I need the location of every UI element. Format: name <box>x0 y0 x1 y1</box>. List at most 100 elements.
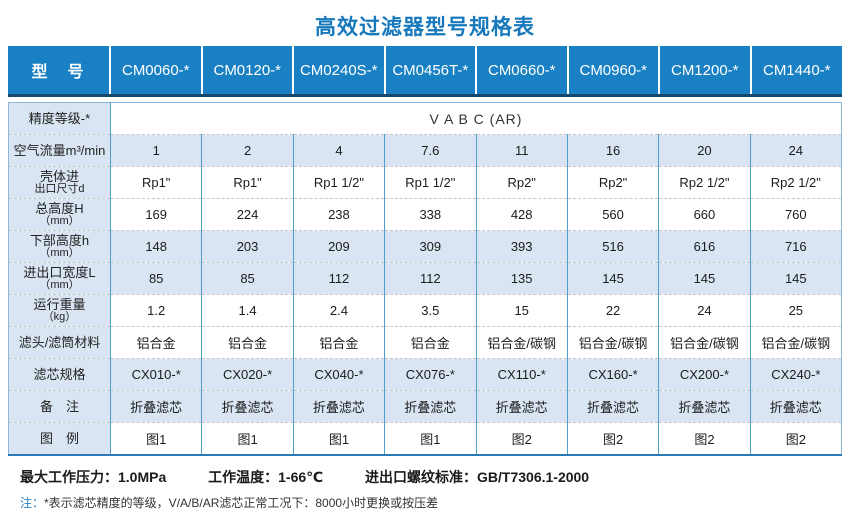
value-cell: 24 <box>658 294 751 327</box>
row-label: 图 例 <box>8 422 111 455</box>
value-cell: 铝合金 <box>384 326 476 359</box>
spec-row-material: 滤头/滤筒材料 铝合金 铝合金 铝合金 铝合金 铝合金/碳钢 铝合金/碳钢 铝合金/碳钢 铝合金… <box>8 326 842 359</box>
row-label-line: （kg） <box>42 311 77 323</box>
value-cell: 铝合金/碳钢 <box>566 326 659 359</box>
value-cell: 169 <box>109 198 202 231</box>
spec-row-remark: 备 注折叠滤芯 折叠滤芯 折叠滤芯 折叠滤芯 折叠滤芯 折叠滤芯 折叠滤芯 折叠滤芯 <box>8 390 842 423</box>
value-cell: CX076-* <box>384 358 476 391</box>
value-cell: 112 <box>384 262 476 295</box>
value-cell: 折叠滤芯 <box>292 390 385 423</box>
row-label-line: 壳体进 <box>39 169 79 184</box>
footnote: 注：*表示滤芯精度的等级，V/A/B/AR滤芯正常工况下：8000小时更换或按压… <box>20 494 850 511</box>
value-cell: 7.6 <box>384 134 476 167</box>
row-label: 下部高度h （mm） <box>8 230 111 263</box>
spec-row-lower-height: 下部高度h （mm） 148 203 209 309 393 516 616 716 <box>8 230 842 263</box>
value-cell: 203 <box>201 230 294 263</box>
spec-row-port-size: 壳体进 出口尺寸d Rp1" Rp1" Rp1 1/2" Rp1 1/2" Rp2" Rp2"… <box>8 166 842 199</box>
value-cell: 24 <box>749 134 842 167</box>
value-cell: 2.4 <box>292 294 385 327</box>
row-label-line: 出口尺寸d <box>34 183 85 195</box>
value-cell: 760 <box>749 198 842 231</box>
footnote-prefix: 注： <box>20 496 45 510</box>
value-cell: 85 <box>201 262 294 295</box>
value-cell: 图2 <box>566 422 659 455</box>
row-label-line: 进出口宽度L <box>23 265 96 280</box>
value-cell: 616 <box>658 230 751 263</box>
thread-standard: 进出口螺纹标准：GB/T7306.1-2000 <box>365 469 589 485</box>
value-cell: CX200-* <box>658 358 751 391</box>
value-cell: 309 <box>384 230 476 263</box>
value-cell: 图1 <box>292 422 385 455</box>
value-cell: 折叠滤芯 <box>658 390 751 423</box>
row-label-line: （mm） <box>39 247 80 259</box>
value-cell: 折叠滤芯 <box>384 390 476 423</box>
model-header-row: 型 号 CM0060-* CM0120-* CM0240S-* CM0456T-* CM0… <box>8 46 842 94</box>
thread-standard-label: 进出口螺纹标准： <box>365 469 478 485</box>
value-cell: Rp1" <box>109 166 202 199</box>
row-label: 壳体进 出口尺寸d <box>8 166 111 199</box>
row-label-line: 空气流量m³/min <box>13 143 106 158</box>
value-cell: 22 <box>566 294 659 327</box>
row-label-line: 运行重量 <box>33 297 86 312</box>
row-label: 空气流量m³/min <box>8 134 111 167</box>
model-column-header: CM1200-* <box>658 46 751 94</box>
spec-table-header-wrap: 型 号 CM0060-* CM0120-* CM0240S-* CM0456T-* CM0… <box>8 46 842 94</box>
value-cell: 428 <box>475 198 568 231</box>
row-label-line: （mm） <box>39 215 80 227</box>
row-label: 运行重量 （kg） <box>8 294 111 327</box>
value-cell: 11 <box>475 134 568 167</box>
value-cell: CX110-* <box>475 358 568 391</box>
spec-row-figure: 图 例图1 图1 图1 图1 图2 图2 图2 图2 <box>8 422 842 455</box>
value-cell: Rp2" <box>475 166 568 199</box>
row-label-line: 总高度H <box>35 201 84 216</box>
value-cell: Rp2 1/2" <box>658 166 751 199</box>
value-cell: 224 <box>201 198 294 231</box>
value-cell: 4 <box>292 134 385 167</box>
value-cell: Rp1" <box>201 166 294 199</box>
row-label: 总高度H （mm） <box>8 198 111 231</box>
spec-row-total-height: 总高度H （mm） 169 224 238 338 428 560 660 760 <box>8 198 842 231</box>
value-cell: 112 <box>292 262 385 295</box>
model-column-header: CM0240S-* <box>292 46 385 94</box>
spec-row-precision-grade: 精度等级-* V A B C (AR) <box>8 102 842 135</box>
value-cell: 3.5 <box>384 294 476 327</box>
value-cell: 铝合金 <box>109 326 202 359</box>
value-cell: 图2 <box>475 422 568 455</box>
row-label-line: 下部高度h <box>29 233 90 248</box>
value-cell: Rp1 1/2" <box>384 166 476 199</box>
value-cell: 图1 <box>109 422 202 455</box>
footnote-text: *表示滤芯精度的等级，V/A/B/AR滤芯正常工况下：8000小时更换或按压差 <box>44 496 439 510</box>
working-temp: 工作温度：1-66℃ <box>208 469 323 485</box>
value-cell: 铝合金 <box>201 326 294 359</box>
row-label-line: 滤芯规格 <box>33 367 86 382</box>
value-cell: Rp2 1/2" <box>749 166 842 199</box>
value-cell: 393 <box>475 230 568 263</box>
model-column-header: 型 号 <box>8 46 110 94</box>
value-cell: 铝合金/碳钢 <box>658 326 751 359</box>
value-cell: 16 <box>566 134 659 167</box>
value-cell: 148 <box>109 230 202 263</box>
header-underline <box>8 94 842 97</box>
value-cell: CX020-* <box>201 358 294 391</box>
row-label-line: 图 例 <box>39 431 79 446</box>
value-cell: CX160-* <box>566 358 659 391</box>
value-cell: 209 <box>292 230 385 263</box>
value-cell: 20 <box>658 134 751 167</box>
value-cell: 145 <box>566 262 659 295</box>
value-cell: 338 <box>384 198 476 231</box>
value-cell: 折叠滤芯 <box>566 390 659 423</box>
value-cell: 折叠滤芯 <box>201 390 294 423</box>
spec-row-element-spec: 滤芯规格 CX010-* CX020-* CX040-* CX076-* CX110-* C… <box>8 358 842 391</box>
row-label: 滤头/滤筒材料 <box>8 326 111 359</box>
value-cell: 图1 <box>201 422 294 455</box>
value-cell: 135 <box>475 262 568 295</box>
value-cell: 25 <box>749 294 842 327</box>
value-cell: 1 <box>109 134 202 167</box>
value-cell: 图2 <box>749 422 842 455</box>
row-label-line: 滤头/滤筒材料 <box>18 335 101 350</box>
spec-row-air-flow: 空气流量m³/min 1 2 4 7.6 11 16 20 24 <box>8 134 842 167</box>
model-column-header: CM0456T-* <box>383 46 476 94</box>
value-cell: 折叠滤芯 <box>475 390 568 423</box>
max-pressure-label: 最大工作压力： <box>20 469 118 485</box>
value-cell: 660 <box>658 198 751 231</box>
